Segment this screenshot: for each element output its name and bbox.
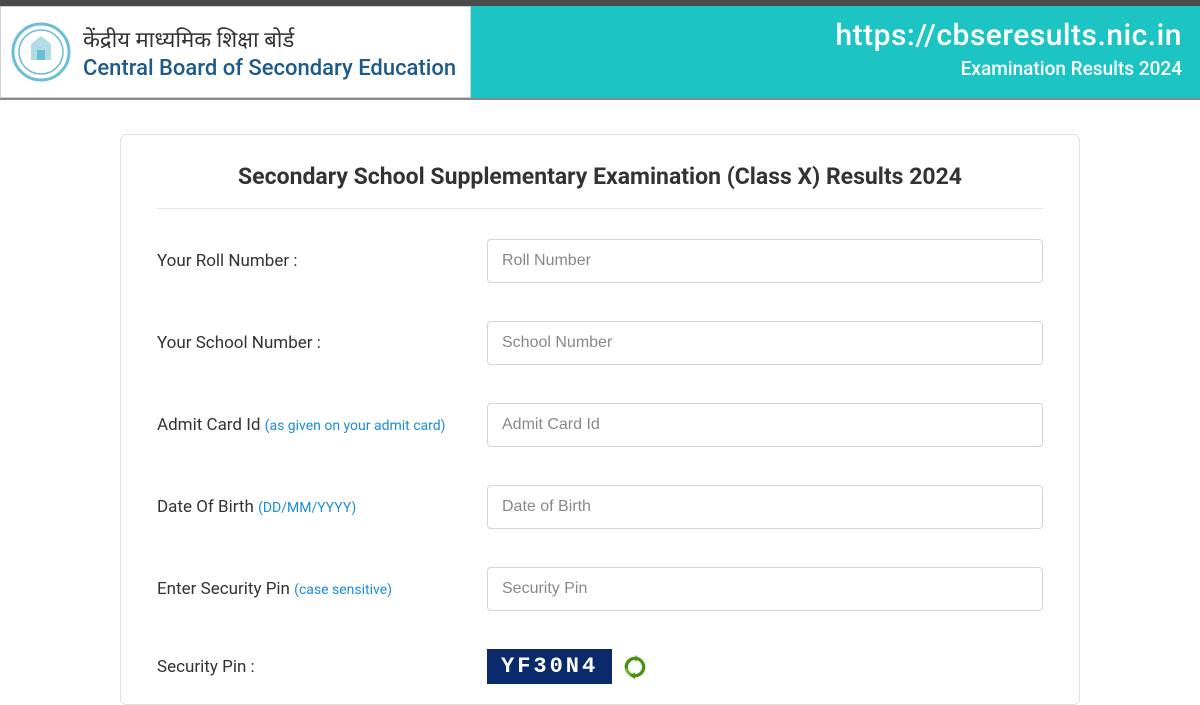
security-pin-input[interactable]	[487, 567, 1043, 611]
label-admit-card-text: Admit Card Id	[157, 415, 265, 435]
row-security-pin-enter: Enter Security Pin (case sensitive)	[157, 567, 1043, 611]
hint-admit-card: (as given on your admit card)	[265, 418, 446, 434]
admit-card-input[interactable]	[487, 403, 1043, 447]
label-roll-number: Your Roll Number :	[157, 251, 487, 271]
logo-english-text: Central Board of Secondary Education	[83, 56, 456, 81]
dob-input[interactable]	[487, 485, 1043, 529]
school-number-input[interactable]	[487, 321, 1043, 365]
hint-security-pin: (case sensitive)	[294, 582, 392, 598]
row-roll-number: Your Roll Number :	[157, 239, 1043, 283]
label-dob: Date Of Birth (DD/MM/YYYY)	[157, 497, 487, 517]
logo-hindi-text: केंद्रीय माध्यमिक शिक्षा बोर्ड	[83, 24, 456, 54]
header-right: https://cbseresults.nic.in Examination R…	[835, 6, 1200, 98]
row-admit-card: Admit Card Id (as given on your admit ca…	[157, 403, 1043, 447]
hint-dob: (DD/MM/YYYY)	[258, 500, 356, 516]
card-title: Secondary School Supplementary Examinati…	[157, 163, 1043, 190]
refresh-captcha-icon[interactable]	[622, 654, 648, 680]
site-url: https://cbseresults.nic.in	[835, 18, 1182, 53]
row-school-number: Your School Number :	[157, 321, 1043, 365]
title-divider	[157, 208, 1043, 209]
cbse-logo-icon	[9, 12, 73, 92]
label-security-pin-enter: Enter Security Pin (case sensitive)	[157, 579, 487, 599]
header-banner: केंद्रीय माध्यमिक शिक्षा बोर्ड Central B…	[0, 6, 1200, 100]
label-admit-card: Admit Card Id (as given on your admit ca…	[157, 415, 487, 435]
row-dob: Date Of Birth (DD/MM/YYYY)	[157, 485, 1043, 529]
content-area: Secondary School Supplementary Examinati…	[0, 100, 1200, 705]
label-dob-text: Date Of Birth	[157, 497, 258, 517]
logo-block: केंद्रीय माध्यमिक शिक्षा बोर्ड Central B…	[0, 6, 471, 98]
roll-number-input[interactable]	[487, 239, 1043, 283]
captcha-container: YF30N4	[487, 649, 648, 684]
header-subtitle: Examination Results 2024	[835, 57, 1182, 80]
captcha-image: YF30N4	[487, 649, 612, 684]
logo-text: केंद्रीय माध्यमिक शिक्षा बोर्ड Central B…	[83, 24, 456, 81]
label-security-pin-display: Security Pin :	[157, 657, 487, 677]
label-school-number: Your School Number :	[157, 333, 487, 353]
row-security-pin-display: Security Pin : YF30N4	[157, 649, 1043, 684]
result-form-card: Secondary School Supplementary Examinati…	[120, 134, 1080, 705]
label-security-pin-text: Enter Security Pin	[157, 579, 294, 599]
